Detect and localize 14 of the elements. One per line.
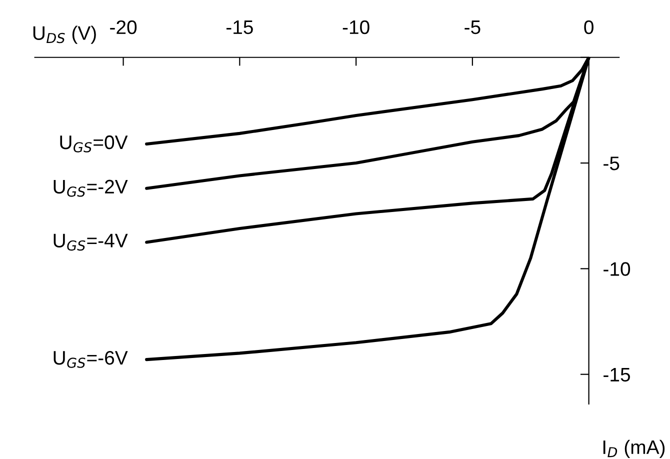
x-axis-title: U$_{DS}$ (V) <box>33 26 96 44</box>
y-tick-label: -10 <box>604 262 630 276</box>
x-tick-label: -15 <box>226 20 253 34</box>
y-tick-label: -5 <box>604 156 620 170</box>
x-tick-label: -10 <box>342 20 370 34</box>
x-tick-label: -20 <box>110 20 137 34</box>
series-label: U$_{GS}$=-6V <box>54 350 128 368</box>
y-tick-label: -15 <box>604 368 630 382</box>
series-label: U$_{GS}$=-2V <box>54 180 128 197</box>
series-label: U$_{GS}$=-4V <box>54 234 128 251</box>
x-tick-label: 0 <box>584 20 594 34</box>
x-tick-label: -5 <box>464 20 480 34</box>
y-axis-title: I$_{D}$ (mA) <box>603 440 665 458</box>
series-label: U$_{GS}$=0V <box>60 135 128 152</box>
